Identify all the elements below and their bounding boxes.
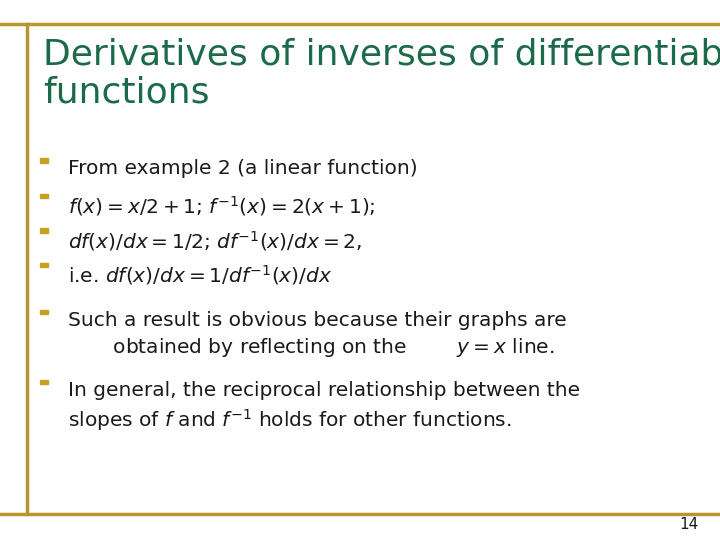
Bar [40, 228, 48, 233]
Text: 14: 14 [679, 517, 698, 532]
Bar [40, 262, 48, 267]
Text: $f(x) = x/2 + 1$; $f^{-1}(x) = 2(x + 1)$;: $f(x) = x/2 + 1$; $f^{-1}(x) = 2(x + 1)$… [68, 194, 376, 218]
Bar [40, 193, 48, 198]
Text: From example 2 (a linear function): From example 2 (a linear function) [68, 159, 418, 178]
Text: i.e. $df(x)/dx = 1/df^{-1}(x)/dx$: i.e. $df(x)/dx = 1/df^{-1}(x)/dx$ [68, 264, 333, 287]
Bar [40, 380, 48, 384]
Bar [40, 309, 48, 314]
Text: Such a result is obvious because their graphs are
       obtained by reflecting : Such a result is obvious because their g… [68, 310, 567, 359]
Text: $df(x)/dx = 1/2$; $df^{-1}(x)/dx = 2$,: $df(x)/dx = 1/2$; $df^{-1}(x)/dx = 2$, [68, 229, 363, 253]
Bar [40, 158, 48, 163]
Text: In general, the reciprocal relationship between the
slopes of $f$ and $f^{-1}$ h: In general, the reciprocal relationship … [68, 381, 580, 433]
Text: Derivatives of inverses of differentiable
functions: Derivatives of inverses of differentiabl… [43, 38, 720, 110]
